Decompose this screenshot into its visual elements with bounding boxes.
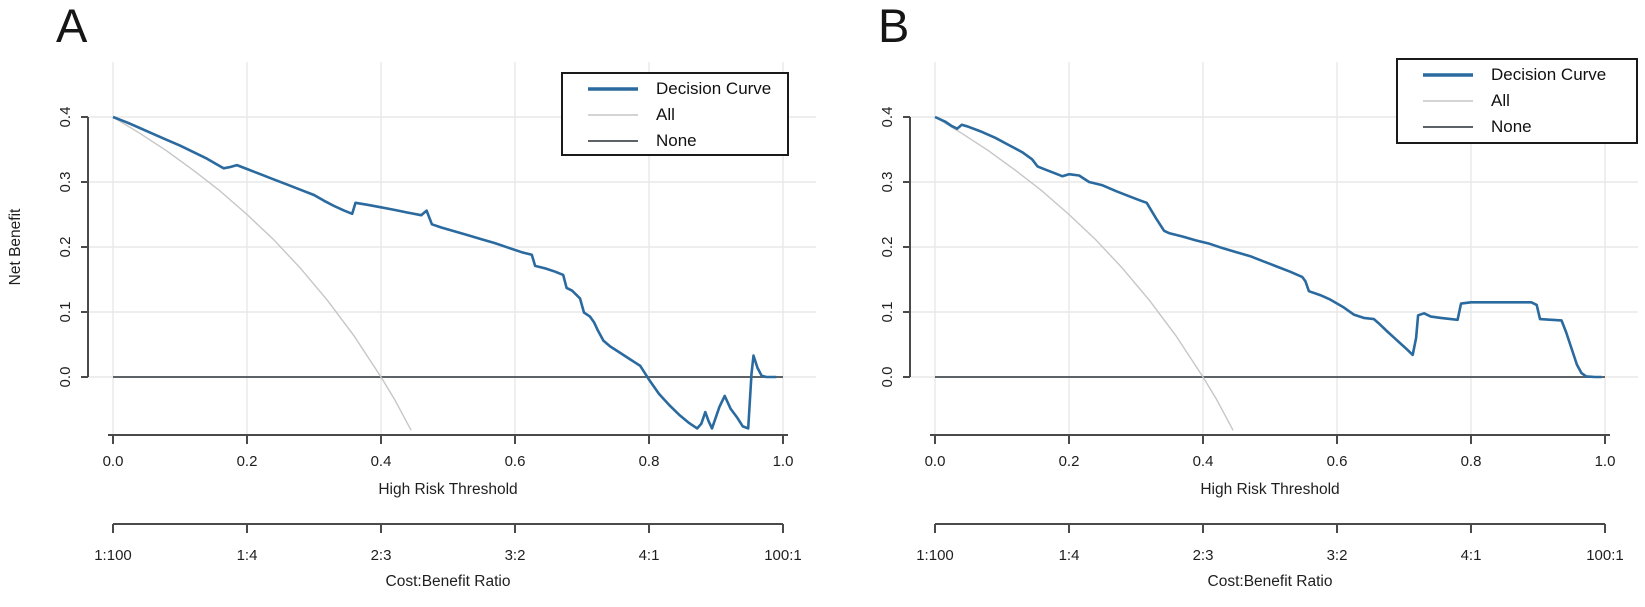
legend-label: All (656, 105, 675, 124)
panel-label-a: A (56, 0, 88, 52)
y-tick-label: 0.2 (57, 237, 74, 258)
x-tick-label: 0.6 (1327, 453, 1348, 470)
legend-label: All (1491, 91, 1510, 110)
panel-b-chart: 0.0 0.1 0.2 0.3 0.4 0.0 0.2 0.4 0.6 0.8 1.0 High Ri… (879, 58, 1638, 590)
x-tick-label: 0.6 (505, 453, 526, 470)
y-tick-label: 0.4 (57, 107, 74, 128)
x-tick-label: 1.0 (1595, 453, 1616, 470)
cost-tick-label: 3:2 (1327, 547, 1348, 564)
cost-tick-label: 100:1 (764, 547, 802, 564)
x-axis-title: High Risk Threshold (378, 481, 517, 498)
x-tick-label: 0.2 (237, 453, 258, 470)
cost-tick-label: 2:3 (1193, 547, 1214, 564)
cost-tick-label: 2:3 (371, 547, 392, 564)
legend-label: Decision Curve (1491, 65, 1606, 84)
decision-curve-line (112, 115, 777, 430)
legend-label: None (1491, 117, 1532, 136)
x-tick-label: 0.0 (925, 453, 946, 470)
legend-label: None (656, 131, 697, 150)
y-tick-label: 0.4 (879, 107, 896, 128)
x-axis-title: High Risk Threshold (1200, 481, 1339, 498)
all-line (934, 116, 1234, 431)
y-tick-label: 0.0 (879, 367, 896, 388)
x-tick-label: 0.8 (639, 453, 660, 470)
cost-tick-label: 1:4 (237, 547, 258, 564)
x-tick-label: 1.0 (773, 453, 794, 470)
y-tick-label: 0.2 (879, 237, 896, 258)
y-axis-title: Net Benefit (7, 208, 24, 285)
y-tick-label: 0.0 (57, 367, 74, 388)
x-tick-label: 0.0 (103, 453, 124, 470)
y-tick-label: 0.1 (879, 302, 896, 323)
all-line (112, 116, 412, 431)
panel-a-chart: 0.0 0.1 0.2 0.3 0.4 Net Benefit 0.0 0.2 0.4 0.6 0.… (7, 62, 816, 590)
cost-tick-label: 1:4 (1059, 547, 1080, 564)
decision-curve-line (934, 115, 1602, 379)
cost-tick-label: 100:1 (1586, 547, 1624, 564)
y-tick-label: 0.1 (57, 302, 74, 323)
panel-b: B 0.0 0.1 0.2 0.3 0.4 0.0 0.2 0.4 0.6 0.8 1.0 High … (822, 0, 1644, 607)
x-tick-label: 0.8 (1461, 453, 1482, 470)
cost-tick-label: 4:1 (1461, 547, 1482, 564)
cost-axis-title: Cost:Benefit Ratio (1208, 573, 1333, 590)
x-tick-label: 0.4 (1193, 453, 1214, 470)
cost-tick-label: 3:2 (505, 547, 526, 564)
cost-axis-title: Cost:Benefit Ratio (386, 573, 511, 590)
cost-tick-label: 1:100 (916, 547, 954, 564)
y-tick-label: 0.3 (57, 172, 74, 193)
cost-tick-label: 4:1 (639, 547, 660, 564)
cost-tick-label: 1:100 (94, 547, 132, 564)
x-tick-label: 0.4 (371, 453, 392, 470)
x-tick-label: 0.2 (1059, 453, 1080, 470)
panel-label-b: B (878, 0, 910, 52)
y-tick-label: 0.3 (879, 172, 896, 193)
legend-label: Decision Curve (656, 79, 771, 98)
panel-a: A 0.0 0.1 0.2 0.3 0.4 Net Benefit 0.0 0.2 0.4 0.6… (0, 0, 822, 607)
